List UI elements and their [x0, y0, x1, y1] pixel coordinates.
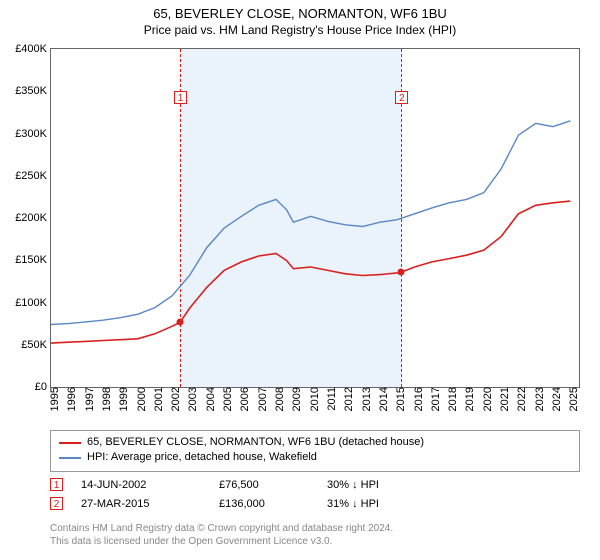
y-tick-label: £300K: [15, 128, 51, 140]
sale-point-dot: [176, 319, 183, 326]
x-tick-label: 2004: [203, 387, 217, 411]
page-subtitle: Price paid vs. HM Land Registry's House …: [0, 23, 600, 41]
x-tick-label: 2017: [428, 387, 442, 411]
x-tick-label: 2006: [237, 387, 251, 411]
y-tick-label: £150K: [15, 254, 51, 266]
x-tick-label: 2015: [393, 387, 407, 411]
sales-table: 1 14-JUN-2002 £76,500 30% ↓ HPI 2 27-MAR-2015…: [50, 475, 580, 513]
series-hpi: [51, 121, 570, 325]
footer-line-2: This data is licensed under the Open Gov…: [50, 535, 580, 548]
x-tick-label: 2022: [514, 387, 528, 411]
x-tick-label: 2000: [134, 387, 148, 411]
x-tick-label: 2023: [532, 387, 546, 411]
x-tick-label: 2007: [255, 387, 269, 411]
x-tick-label: 1998: [99, 387, 113, 411]
x-tick-label: 2020: [480, 387, 494, 411]
x-tick-label: 2014: [376, 387, 390, 411]
y-tick-label: £400K: [15, 43, 51, 55]
sale-row: 1 14-JUN-2002 £76,500 30% ↓ HPI: [50, 475, 580, 494]
legend-swatch: [59, 442, 81, 444]
x-tick-label: 2010: [307, 387, 321, 411]
y-tick-label: £350K: [15, 85, 51, 97]
sale-price: £136,000: [219, 498, 309, 510]
footer-line-1: Contains HM Land Registry data © Crown c…: [50, 522, 580, 535]
series-property: [51, 201, 570, 343]
y-tick-label: £250K: [15, 170, 51, 182]
legend-swatch: [59, 457, 81, 459]
sale-row-badge: 2: [50, 497, 63, 510]
y-tick-label: £50K: [21, 339, 51, 351]
x-tick-label: 2002: [168, 387, 182, 411]
legend-item: HPI: Average price, detached house, Wake…: [59, 450, 571, 465]
x-tick-label: 2012: [341, 387, 355, 411]
sale-row-badge: 1: [50, 478, 63, 491]
x-tick-label: 1997: [82, 387, 96, 411]
legend-label: HPI: Average price, detached house, Wake…: [87, 450, 317, 465]
x-tick-label: 2019: [462, 387, 476, 411]
sale-delta-vs-hpi: 30% ↓ HPI: [327, 479, 437, 491]
sale-date: 14-JUN-2002: [81, 479, 201, 491]
x-tick-label: 2013: [359, 387, 373, 411]
legend: 65, BEVERLEY CLOSE, NORMANTON, WF6 1BU (…: [50, 430, 580, 472]
x-tick-label: 2005: [220, 387, 234, 411]
x-tick-label: 2008: [272, 387, 286, 411]
x-tick-label: 2003: [185, 387, 199, 411]
x-tick-label: 2024: [549, 387, 563, 411]
x-tick-label: 2016: [411, 387, 425, 411]
x-tick-label: 1999: [116, 387, 130, 411]
x-tick-label: 1996: [64, 387, 78, 411]
legend-label: 65, BEVERLEY CLOSE, NORMANTON, WF6 1BU (…: [87, 435, 424, 450]
sale-row: 2 27-MAR-2015 £136,000 31% ↓ HPI: [50, 494, 580, 513]
y-tick-label: £200K: [15, 212, 51, 224]
sale-price: £76,500: [219, 479, 309, 491]
x-tick-label: 2018: [445, 387, 459, 411]
x-tick-label: 2011: [324, 387, 338, 411]
x-tick-label: 1995: [47, 387, 61, 411]
y-tick-label: £100K: [15, 297, 51, 309]
x-tick-label: 2001: [151, 387, 165, 411]
x-tick-label: 2009: [289, 387, 303, 411]
sale-date: 27-MAR-2015: [81, 498, 201, 510]
sale-delta-vs-hpi: 31% ↓ HPI: [327, 498, 437, 510]
page-title: 65, BEVERLEY CLOSE, NORMANTON, WF6 1BU: [0, 0, 600, 23]
x-tick-label: 2025: [566, 387, 580, 411]
footer-attribution: Contains HM Land Registry data © Crown c…: [50, 522, 580, 548]
chart: 12£0£50K£100K£150K£200K£250K£300K£350K£4…: [50, 48, 580, 388]
sale-point-dot: [398, 269, 405, 276]
x-tick-label: 2021: [497, 387, 511, 411]
legend-item: 65, BEVERLEY CLOSE, NORMANTON, WF6 1BU (…: [59, 435, 571, 450]
series-lines: [51, 49, 579, 387]
